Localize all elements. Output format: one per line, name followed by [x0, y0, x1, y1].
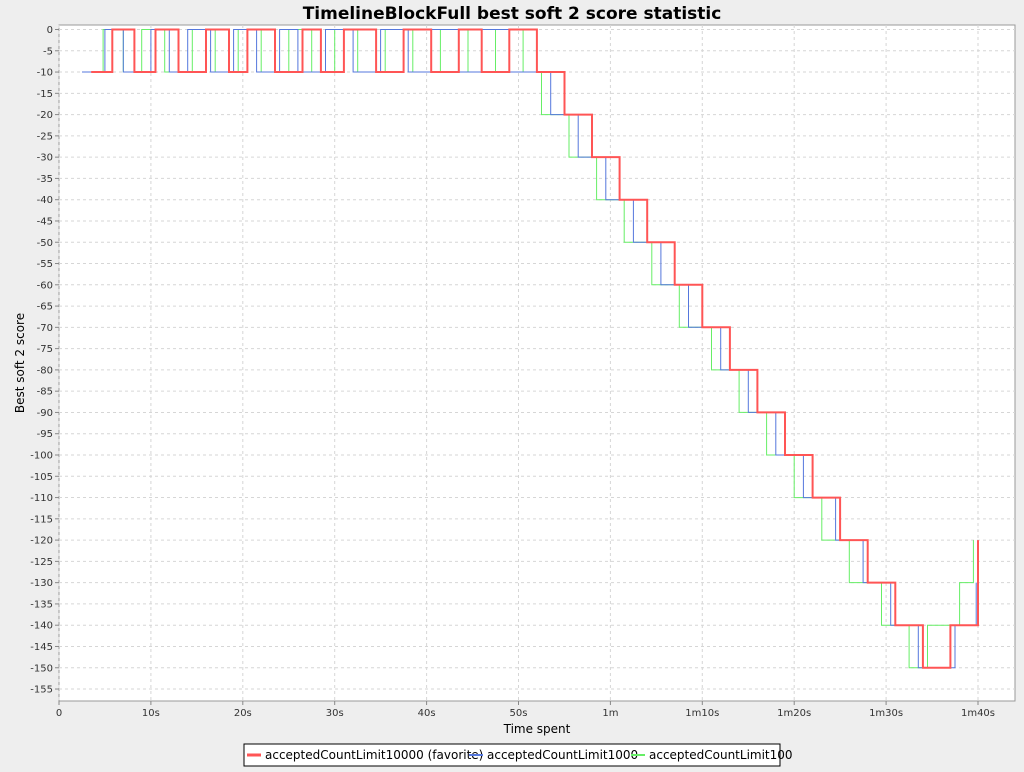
legend-label-1: acceptedCountLimit1000	[487, 748, 638, 762]
y-tick-label: -105	[30, 472, 53, 483]
x-tick-label: 40s	[418, 708, 436, 719]
y-tick-label: -145	[30, 642, 53, 653]
x-tick-label: 1m20s	[777, 708, 811, 719]
y-tick-label: 0	[47, 25, 53, 36]
y-tick-label: -10	[37, 68, 53, 79]
y-tick-label: -25	[37, 131, 53, 142]
y-tick-label: -30	[37, 153, 53, 164]
x-tick-label: 30s	[326, 708, 344, 719]
x-tick-label: 1m40s	[961, 708, 995, 719]
y-tick-label: -60	[37, 280, 53, 291]
legend: acceptedCountLimit10000 (favorite) accept…	[243, 743, 793, 767]
y-tick-label: -40	[37, 195, 53, 206]
y-tick-label: -120	[30, 536, 53, 547]
y-tick-label: -140	[30, 621, 53, 632]
y-tick-label: -100	[30, 451, 53, 462]
legend-label-2: acceptedCountLimit100	[649, 748, 793, 762]
y-tick-label: -90	[37, 408, 53, 419]
x-axis-label: Time spent	[503, 722, 571, 736]
axis-layer: 0 10s 20s 30s 40s 50s 1m 1m10s 1m20s 1m30s 1m40s 0 -…	[30, 25, 995, 719]
grid-layer	[58, 25, 1015, 701]
y-tick-label: -155	[30, 685, 53, 696]
y-axis-label: Best soft 2 score	[13, 313, 27, 413]
y-tick-label: -35	[37, 174, 53, 185]
x-tick-label: 10s	[142, 708, 160, 719]
x-tick-label: 0	[56, 708, 62, 719]
y-tick-label: -125	[30, 557, 53, 568]
y-tick-label: -80	[37, 365, 53, 376]
x-tick-label: 1m10s	[685, 708, 719, 719]
chart-title: TimelineBlockFull best soft 2 score stat…	[303, 4, 722, 24]
legend-box	[243, 743, 781, 767]
x-tick-label: 1m30s	[869, 708, 903, 719]
series-layer	[82, 28, 979, 669]
y-tick-label: -50	[37, 238, 53, 249]
y-tick-label: -110	[30, 493, 53, 504]
y-tick-label: -135	[30, 599, 53, 610]
y-tick-label: -75	[37, 344, 53, 355]
y-tick-label: -95	[37, 429, 53, 440]
y-tick-label: -70	[37, 323, 53, 334]
y-tick-label: -5	[43, 46, 53, 57]
y-tick-label: -45	[37, 216, 53, 227]
y-tick-label: -65	[37, 302, 53, 313]
y-tick-label: -150	[30, 663, 53, 674]
y-tick-label: -115	[30, 514, 53, 525]
y-tick-label: -55	[37, 259, 53, 270]
plot-area	[58, 24, 1016, 702]
series-line-0	[91, 28, 979, 669]
y-tick-label: -20	[37, 110, 53, 121]
x-tick-label: 1m	[602, 708, 618, 719]
x-tick-label: 50s	[510, 708, 528, 719]
legend-label-0: acceptedCountLimit10000 (favorite)	[265, 748, 483, 762]
y-tick-label: -130	[30, 578, 53, 589]
x-tick-label: 20s	[234, 708, 252, 719]
y-tick-label: -85	[37, 387, 53, 398]
y-tick-label: -15	[37, 89, 53, 100]
